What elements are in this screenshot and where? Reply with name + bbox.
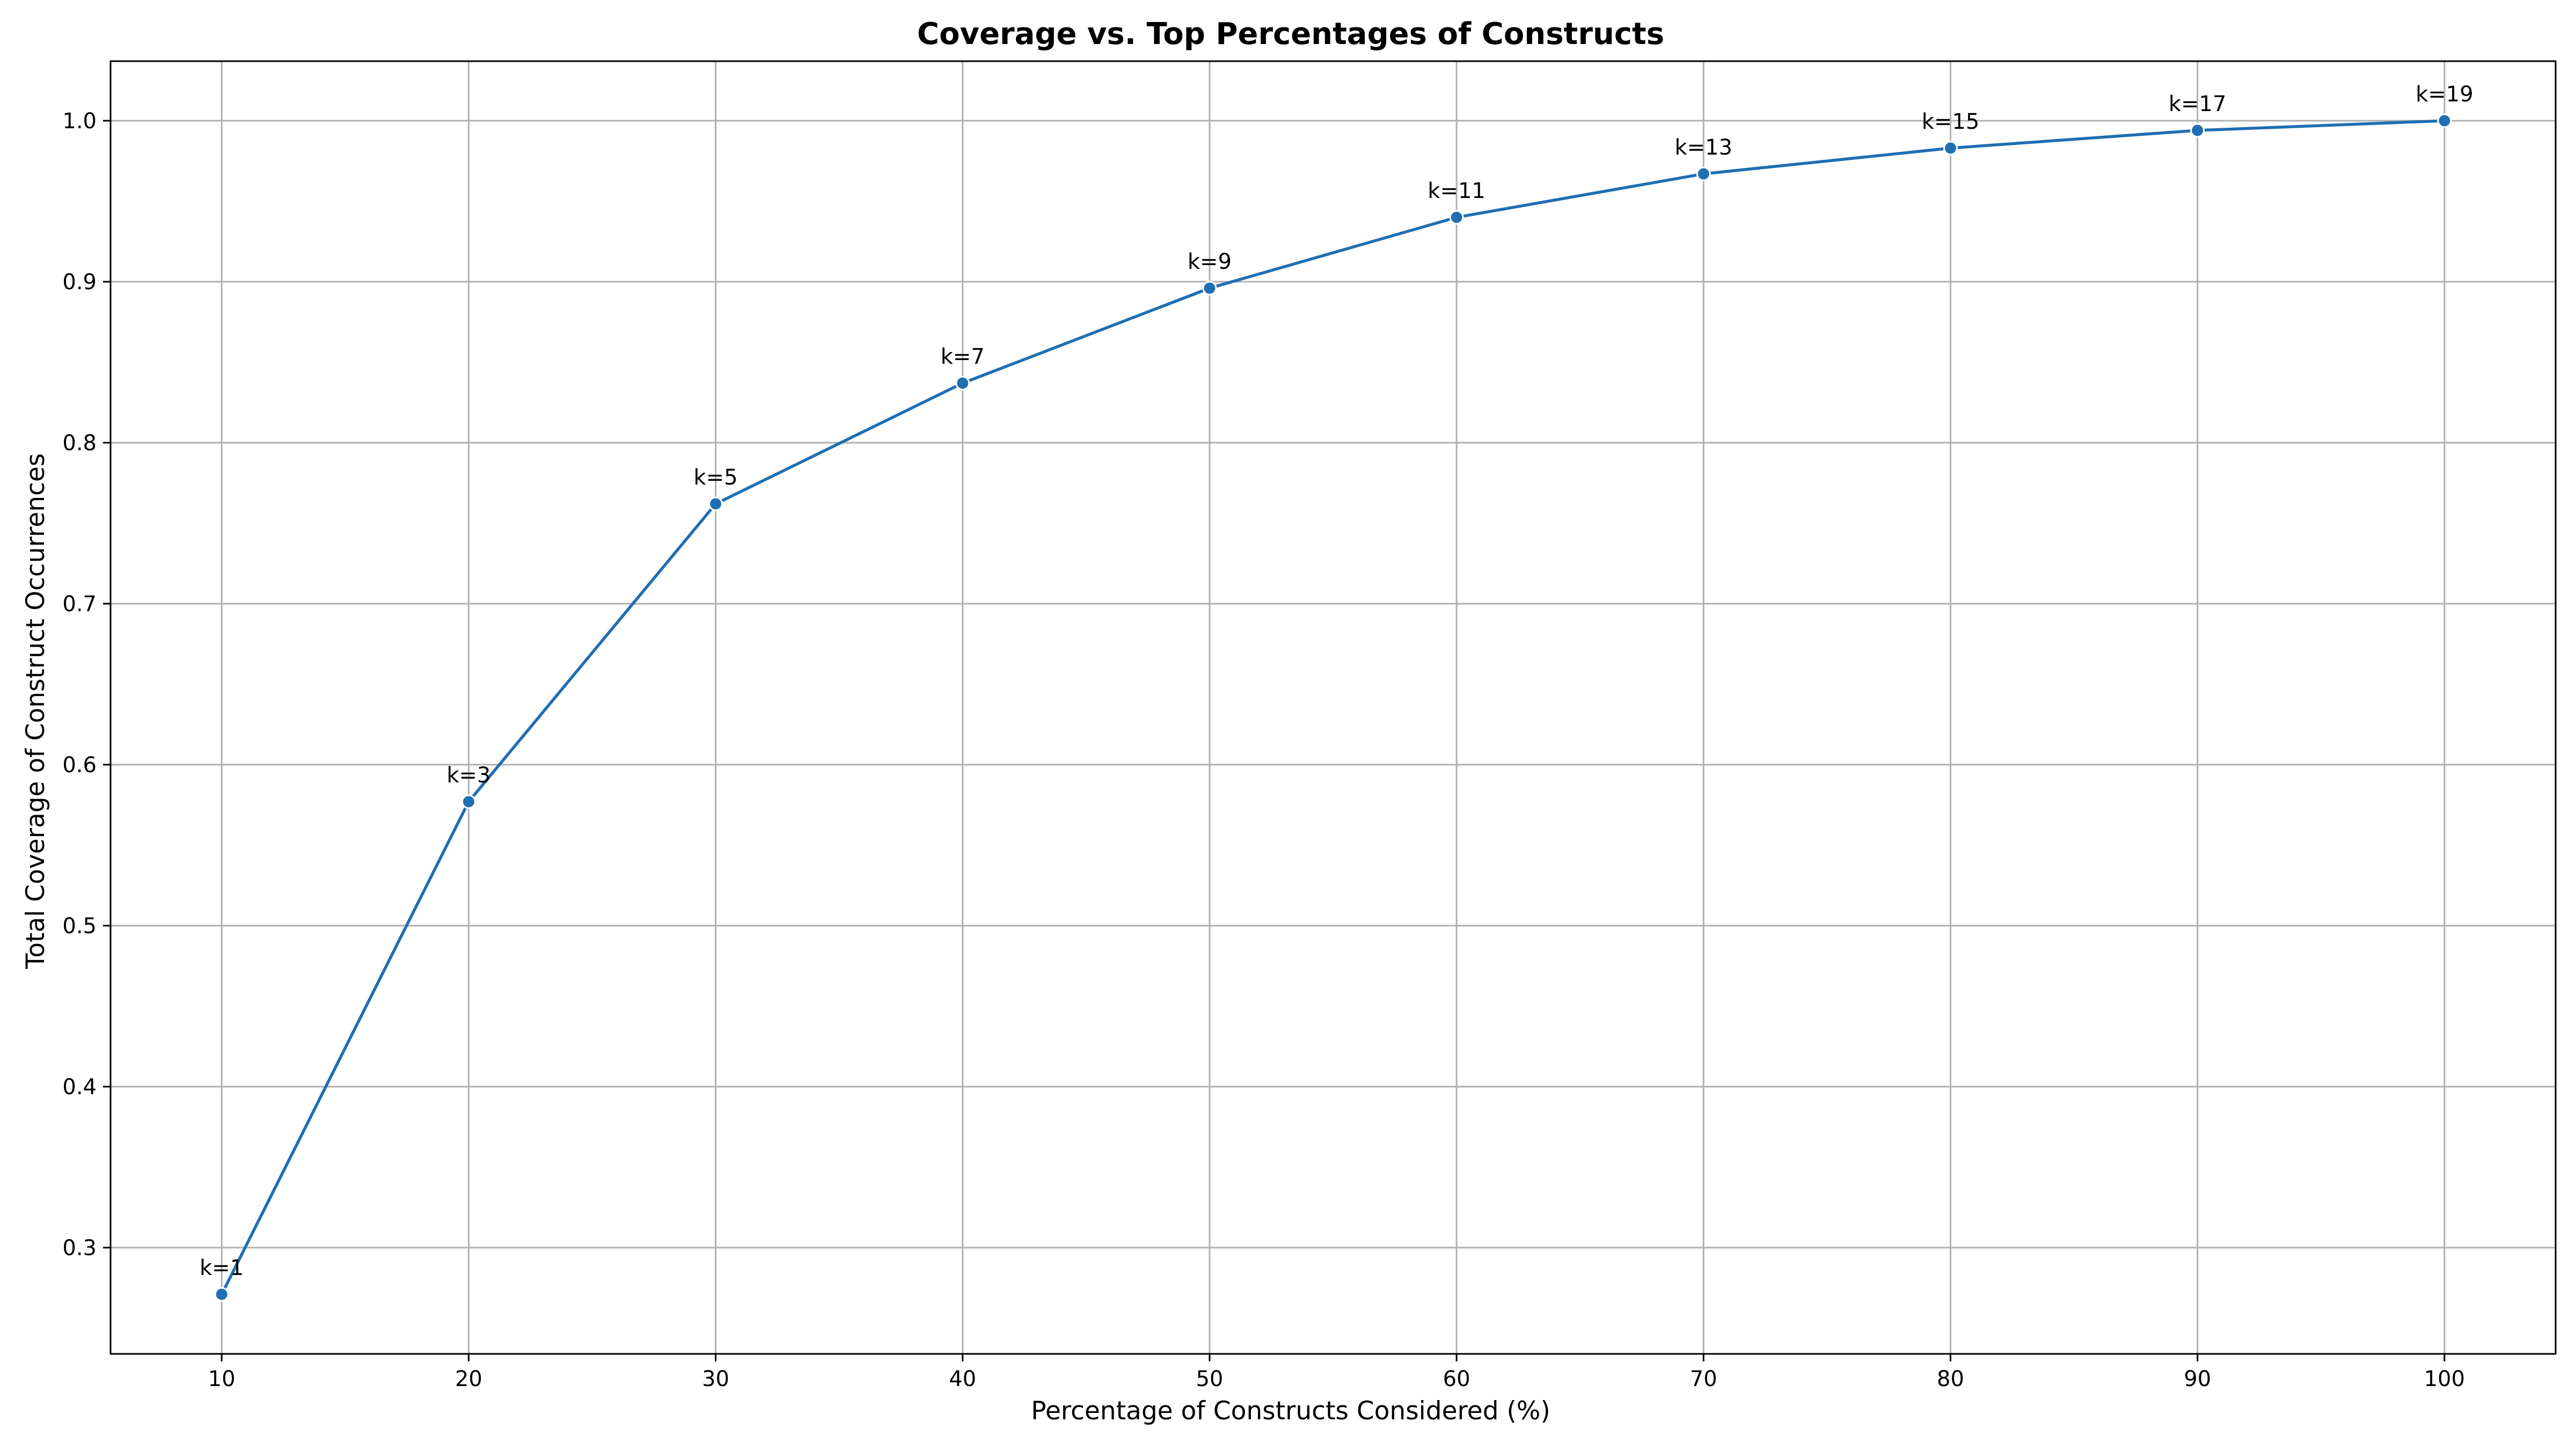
plot-frame — [109, 60, 2557, 1355]
data-point — [461, 794, 476, 809]
y-tick-label: 0.7 — [62, 592, 97, 617]
x-tick-label: 60 — [1443, 1367, 1470, 1391]
data-label: k=15 — [1922, 109, 1980, 134]
y-axis-label: Total Coverage of Construct Occurrences — [21, 453, 50, 970]
data-label: k=1 — [200, 1256, 244, 1280]
x-tick-label: 40 — [949, 1367, 976, 1391]
x-tick-label: 80 — [1937, 1367, 1964, 1391]
x-tick-label: 50 — [1196, 1367, 1223, 1391]
y-tick-label: 0.4 — [62, 1075, 97, 1100]
y-tick-label: 0.8 — [62, 431, 97, 456]
data-point — [2437, 113, 2452, 128]
y-tick-label: 0.9 — [62, 270, 97, 295]
x-tick-label: 100 — [2424, 1367, 2465, 1391]
data-label: k=9 — [1188, 250, 1232, 274]
data-point — [214, 1287, 229, 1302]
data-label: k=7 — [941, 345, 985, 369]
data-label: k=11 — [1428, 179, 1485, 203]
data-point — [1449, 210, 1464, 225]
data-label: k=19 — [2416, 82, 2473, 107]
data-label: k=5 — [693, 465, 737, 490]
y-tick-label: 1.0 — [62, 109, 97, 134]
data-point — [1696, 166, 1711, 181]
data-label: k=3 — [447, 763, 491, 788]
data-label: k=17 — [2169, 92, 2227, 116]
x-tick-label: 10 — [208, 1367, 236, 1391]
axis-ticks: 10 20 30 40 50 60 70 80 90 100 0.3 0.4 0.5 0.6 0.7 0.8 0… — [62, 109, 2465, 1391]
data-point — [955, 376, 970, 391]
y-tick-label: 0.6 — [62, 753, 97, 778]
data-label: k=13 — [1675, 135, 1733, 160]
data-point — [1202, 281, 1217, 296]
y-tick-label: 0.3 — [62, 1236, 97, 1261]
data-point — [708, 496, 723, 511]
x-tick-label: 30 — [702, 1367, 729, 1391]
grid-lines — [111, 61, 2556, 1354]
data-point — [2190, 123, 2205, 138]
x-tick-label: 90 — [2184, 1367, 2211, 1391]
x-tick-label: 20 — [455, 1367, 482, 1391]
chart-title: Coverage vs. Top Percentages of Construc… — [917, 17, 1664, 52]
x-axis-label: Percentage of Constructs Considered (%) — [1031, 1396, 1550, 1426]
y-tick-label: 0.5 — [62, 914, 97, 939]
series-line — [220, 119, 2446, 1296]
series-layer: k=1 k=3 k=5 k=7 k=9 k=11 k=13 k=15 k=17 k=19 — [200, 82, 2473, 1302]
data-point — [1943, 141, 1958, 156]
x-tick-label: 70 — [1690, 1367, 1717, 1391]
